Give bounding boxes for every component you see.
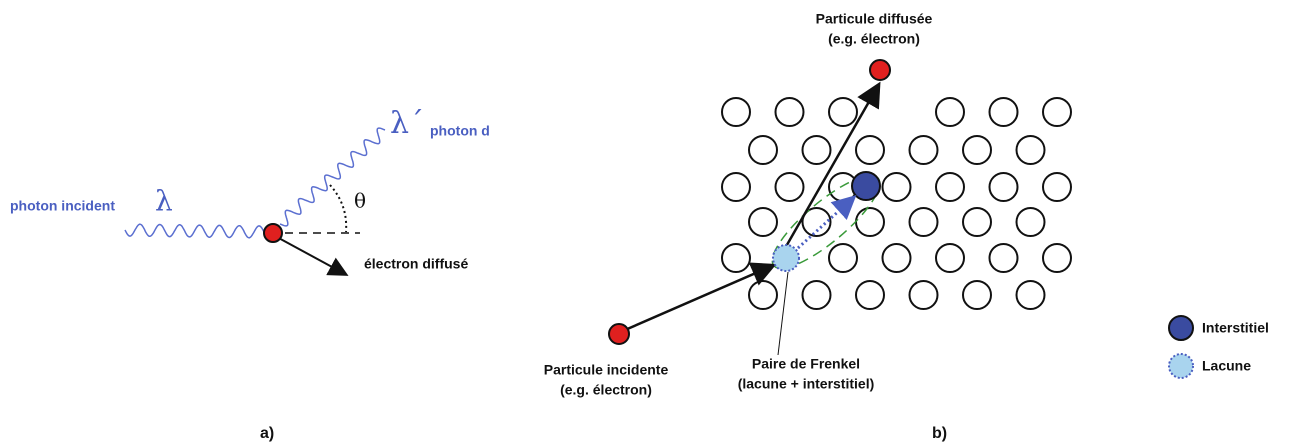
- lattice-atom: [881, 172, 912, 202]
- legend: Interstitiel Lacune: [1168, 315, 1269, 379]
- lattice-atom: [988, 172, 1019, 202]
- lattice-atom: [1015, 135, 1046, 165]
- lambda-prime: λ´: [390, 106, 424, 141]
- interstitial: [851, 171, 881, 201]
- lattice-atom: [935, 172, 965, 202]
- scattered-arrow: [774, 81, 881, 265]
- lattice-atom: [721, 243, 751, 273]
- lattice-atom: [908, 135, 939, 165]
- panel-a: photon incident λ λ´ photon d θ électron…: [10, 106, 490, 442]
- lattice-atom: [855, 207, 885, 237]
- scattered-note: (e.g. électron): [828, 31, 920, 47]
- lattice-atom: [935, 243, 965, 273]
- incident-wave: [124, 223, 265, 239]
- legend-label: Lacune: [1202, 358, 1251, 374]
- lattice-atom: [1042, 97, 1072, 127]
- panel-b: Particule diffusée (e.g. électron) Parti…: [544, 11, 947, 443]
- lambda: λ: [155, 185, 173, 218]
- scattered-title: Particule diffusée: [816, 11, 933, 27]
- lattice-atom: [801, 135, 832, 165]
- lattice-atom: [855, 135, 885, 165]
- lattice-atom: [774, 172, 805, 202]
- lattice-atom: [828, 97, 858, 127]
- scattered-particle: [869, 59, 891, 81]
- lattice-atom: [721, 172, 751, 202]
- incident-title: Particule incidente: [544, 362, 669, 378]
- lattice-atom: [881, 243, 912, 273]
- legend-label: Interstitiel: [1202, 320, 1269, 336]
- incident-label: photon incident: [10, 198, 115, 214]
- lattice-atom: [935, 97, 965, 127]
- caption-b: b): [932, 425, 947, 442]
- lattice: [721, 97, 1072, 310]
- lattice-atom: [962, 280, 992, 310]
- scattered-wave: [279, 127, 386, 227]
- lattice-atom: [1042, 243, 1072, 273]
- lattice-atom: [962, 135, 992, 165]
- frenkel-note: (lacune + interstitiel): [738, 376, 875, 392]
- frenkel-pointer: [777, 271, 789, 356]
- scattered-label: photon d: [430, 123, 490, 139]
- lattice-atom: [721, 97, 751, 127]
- lattice-atom: [962, 207, 992, 237]
- lattice-atom: [908, 207, 939, 237]
- theta: θ: [354, 189, 366, 213]
- lattice-atom: [988, 243, 1019, 273]
- lattice-atom: [801, 207, 832, 237]
- electron-arrow: [274, 235, 349, 276]
- incident-note: (e.g. électron): [560, 382, 652, 398]
- displacement-arrow: [796, 194, 857, 250]
- legend-swatch: [1168, 353, 1194, 379]
- lattice-atom: [988, 97, 1019, 127]
- lattice-atom: [801, 280, 832, 310]
- vacancy: [772, 244, 800, 272]
- angle-arc: [329, 184, 348, 233]
- electron: [263, 223, 283, 243]
- legend-swatch: [1168, 315, 1194, 341]
- electron-label: électron diffusé: [364, 256, 468, 272]
- lattice-atom: [748, 280, 778, 310]
- lattice-atom: [774, 97, 805, 127]
- lattice-atom: [855, 280, 885, 310]
- lattice-atom: [748, 207, 778, 237]
- lattice-atom: [828, 243, 858, 273]
- frenkel-title: Paire de Frenkel: [752, 356, 860, 372]
- lattice-atom: [1015, 207, 1046, 237]
- lattice-atom: [748, 135, 778, 165]
- lattice-atom: [908, 280, 939, 310]
- caption-a: a): [260, 425, 274, 442]
- incident-particle: [608, 323, 630, 345]
- incident-arrow: [624, 262, 777, 332]
- lattice-atom: [1042, 172, 1072, 202]
- lattice-atom: [1015, 280, 1046, 310]
